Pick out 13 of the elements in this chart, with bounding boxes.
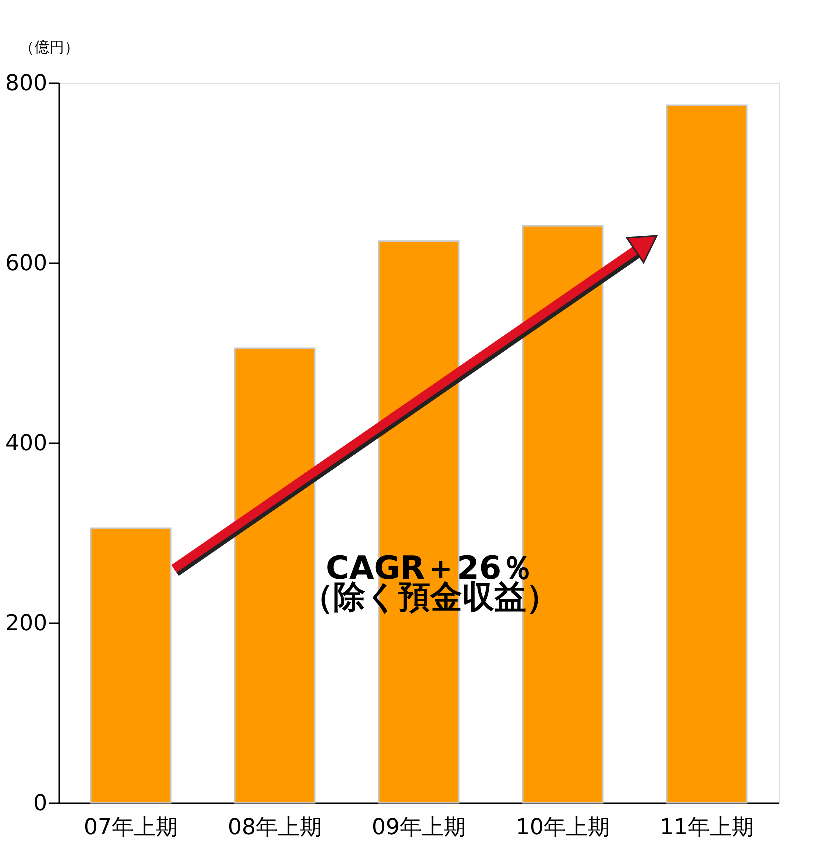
x-tick-label: 09年上期 xyxy=(372,816,466,840)
y-tick-label: 0 xyxy=(34,792,48,816)
y-tick-label: 200 xyxy=(6,612,48,636)
x-tick-label: 10年上期 xyxy=(516,816,610,840)
y-axis-title: （億円） xyxy=(20,38,80,56)
x-tick-label: 11年上期 xyxy=(660,816,754,840)
y-tick-label: 400 xyxy=(6,432,48,456)
x-tick-label: 08年上期 xyxy=(228,816,322,840)
x-tick-label: 07年上期 xyxy=(84,816,178,840)
bar xyxy=(666,104,748,804)
y-tick-label: 600 xyxy=(6,252,48,276)
bar xyxy=(90,528,172,804)
y-tick-label: 800 xyxy=(6,72,48,96)
